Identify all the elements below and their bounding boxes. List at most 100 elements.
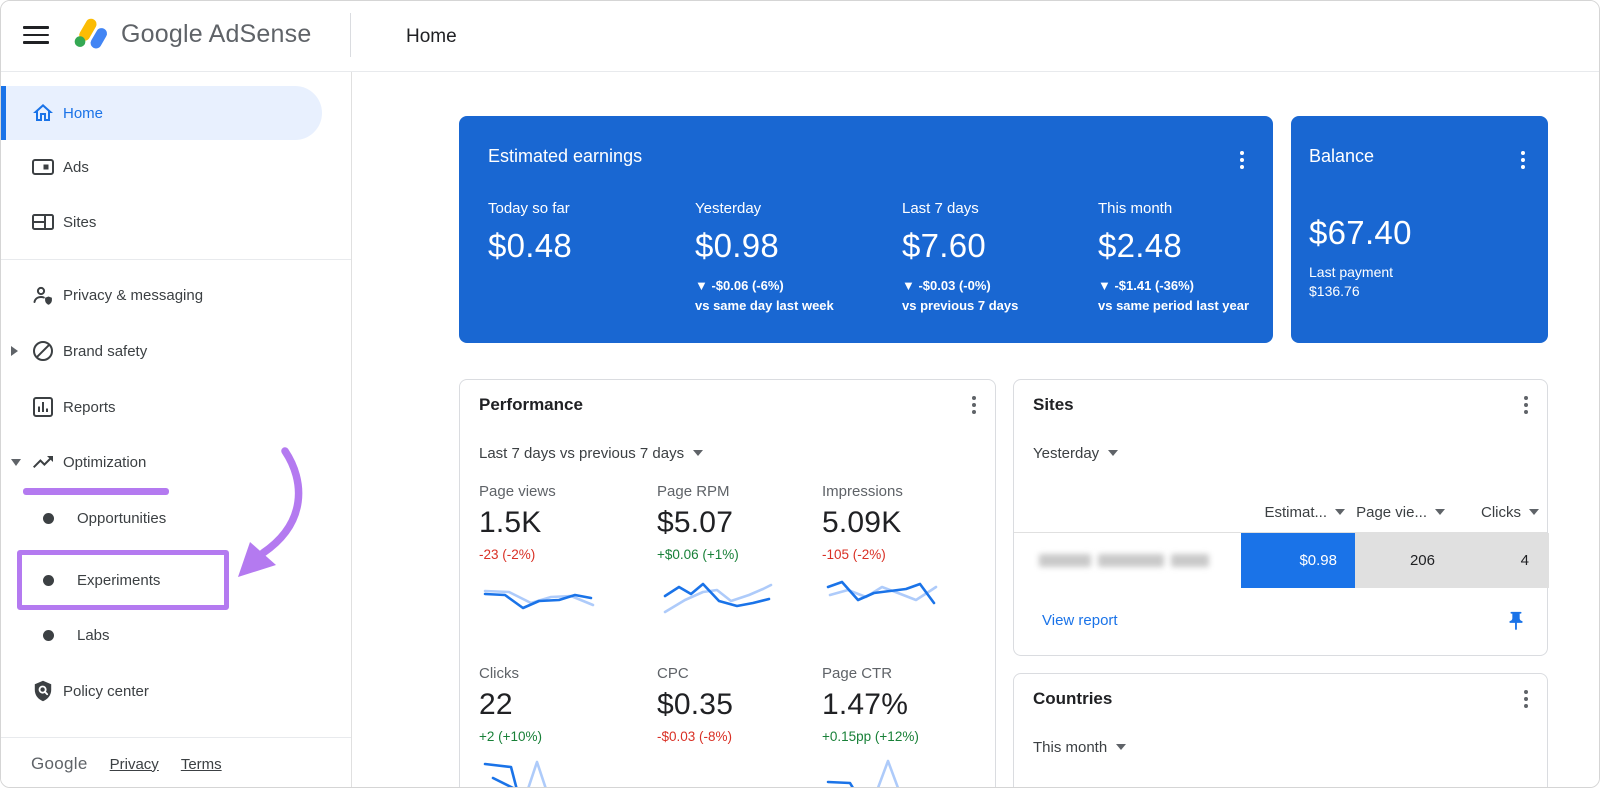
sidebar-item-experiments[interactable]: Experiments [1, 553, 351, 607]
card-title: Countries [1033, 688, 1113, 708]
active-pill [1, 86, 322, 140]
performance-metrics: Page views 1.5K -23 (-2%) Page RPM $5.07… [460, 463, 995, 787]
sidebar-item-home[interactable]: Home [1, 86, 351, 140]
sidebar-item-opportunities[interactable]: Opportunities [1, 491, 351, 545]
metric-last-7-days: Last 7 days $7.60 ▼ -$0.03 (-0%) vs prev… [902, 199, 1019, 313]
kebab-menu-icon[interactable] [1521, 685, 1531, 713]
sidebar-item-ads[interactable]: Ads [1, 140, 351, 194]
metric-impressions: Impressions 5.09K -105 (-2%) [822, 483, 985, 665]
sidebar-item-policy-center[interactable]: Policy center [1, 664, 351, 718]
annotation-underline [23, 488, 169, 495]
date-range-selector[interactable]: Last 7 days vs previous 7 days [479, 445, 704, 462]
sites-table-header: Estimat... Page vie... Clicks [1014, 493, 1547, 533]
app-title: Google AdSense [121, 19, 312, 48]
card-title: Performance [479, 394, 583, 414]
dropdown-arrow-icon [1529, 509, 1539, 516]
balance-card: Balance $67.40 Last payment $136.76 [1291, 116, 1548, 343]
cell-clicks: 4 [1455, 532, 1549, 588]
adsense-logo-icon [74, 18, 107, 49]
date-range-selector[interactable]: Yesterday [1033, 445, 1119, 462]
bullet-icon [43, 629, 54, 641]
bullet-icon [43, 512, 54, 524]
card-title: Balance [1309, 146, 1375, 166]
sparkline-chart [663, 582, 773, 613]
google-wordmark: Google [31, 754, 88, 773]
header-divider [350, 13, 351, 57]
estimated-earnings-card: Estimated earnings Today so far $0.48 Ye… [459, 116, 1273, 343]
sidebar-item-optimization[interactable]: Optimization [1, 435, 351, 489]
dropdown-arrow-icon [1435, 509, 1445, 516]
privacy-messaging-icon [33, 286, 52, 305]
metric-clicks: Clicks 22 +2 (+10%) [479, 665, 657, 787]
cell-estimated-earnings: $0.98 [1241, 532, 1355, 588]
annotation-arrow [238, 447, 303, 577]
privacy-link[interactable]: Privacy [109, 755, 159, 773]
kebab-menu-icon[interactable] [969, 391, 979, 419]
countries-card: Countries This month [1013, 673, 1548, 787]
column-header-estimated-earnings[interactable]: Estimat... [1241, 504, 1355, 521]
active-indicator-bar [1, 86, 6, 140]
sidebar-divider [1, 737, 351, 738]
app-header: Google AdSense Home [1, 1, 1599, 72]
balance-value: $67.40 [1309, 213, 1412, 251]
sparkline-chart [826, 759, 900, 787]
main-content: Estimated earnings Today so far $0.48 Ye… [352, 72, 1599, 787]
chevron-right-icon[interactable] [11, 346, 18, 356]
metric-yesterday: Yesterday $0.98 ▼ -$0.06 (-6%) vs same d… [695, 199, 834, 313]
column-header-page-views[interactable]: Page vie... [1355, 504, 1455, 521]
sites-table-row[interactable]: $0.98 206 4 [1014, 532, 1549, 588]
sites-card: Sites Yesterday Estimat... Page vie... [1013, 379, 1549, 656]
sidebar-item-brand-safety[interactable]: Brand safety [1, 324, 351, 378]
dropdown-arrow-icon [1108, 450, 1119, 457]
column-header-clicks[interactable]: Clicks [1455, 504, 1549, 521]
bullet-icon [43, 574, 54, 586]
site-name-blurred [1014, 533, 1241, 588]
brand-safety-icon [33, 341, 53, 361]
metric-page-ctr: Page CTR 1.47% +0.15pp (+12%) [822, 665, 985, 787]
sidebar: Home Ads Sites Privacy & mess [1, 72, 352, 787]
dropdown-arrow-icon [693, 450, 704, 457]
dropdown-arrow-icon [1335, 509, 1345, 516]
sidebar-footer: Google Privacy Terms [1, 744, 351, 784]
annotation-box [17, 550, 229, 610]
sparkline-chart [483, 589, 595, 609]
sidebar-item-reports[interactable]: Reports [1, 380, 351, 434]
metric-cpc: CPC $0.35 -$0.03 (-8%) [657, 665, 822, 787]
card-title: Sites [1033, 394, 1074, 414]
metric-page-rpm: Page RPM $5.07 +$0.06 (+1%) [657, 483, 822, 665]
kebab-menu-icon[interactable] [1521, 391, 1531, 419]
sidebar-item-sites[interactable]: Sites [1, 195, 351, 249]
view-report-link[interactable]: View report [1042, 612, 1118, 630]
sidebar-item-privacy-messaging[interactable]: Privacy & messaging [1, 268, 351, 322]
kebab-menu-icon[interactable] [1518, 146, 1528, 174]
last-payment-label: Last payment [1309, 263, 1394, 280]
last-payment-value: $136.76 [1309, 282, 1360, 299]
adsense-logo[interactable]: Google AdSense [71, 15, 311, 53]
home-icon [33, 104, 53, 121]
earnings-metrics: Today so far $0.48 Yesterday $0.98 ▼ -$0… [459, 174, 1273, 313]
kebab-menu-icon[interactable] [1237, 146, 1247, 174]
metric-page-views: Page views 1.5K -23 (-2%) [479, 483, 657, 665]
policy-center-icon [34, 680, 52, 702]
sparkline-chart [826, 580, 938, 604]
sidebar-divider [1, 259, 351, 260]
page-title: Home [406, 25, 457, 47]
terms-link[interactable]: Terms [180, 755, 222, 773]
reports-icon [33, 397, 53, 417]
sidebar-item-labs[interactable]: Labs [1, 608, 351, 662]
optimization-icon [33, 456, 53, 468]
dropdown-arrow-icon [1116, 744, 1127, 751]
card-title: Estimated earnings [488, 146, 643, 166]
sites-icon [32, 214, 54, 230]
ads-icon [32, 159, 54, 175]
chevron-down-icon[interactable] [11, 458, 21, 466]
performance-card: Performance Last 7 days vs previous 7 da… [459, 379, 996, 787]
cell-page-views: 206 [1355, 532, 1455, 588]
pushpin-icon[interactable] [1505, 610, 1527, 632]
hamburger-menu-icon[interactable] [23, 24, 49, 46]
metric-today: Today so far $0.48 [488, 199, 573, 264]
sparkline-chart [483, 760, 547, 787]
date-range-selector[interactable]: This month [1033, 739, 1127, 756]
metric-this-month: This month $2.48 ▼ -$1.41 (-36%) vs same… [1098, 199, 1250, 313]
